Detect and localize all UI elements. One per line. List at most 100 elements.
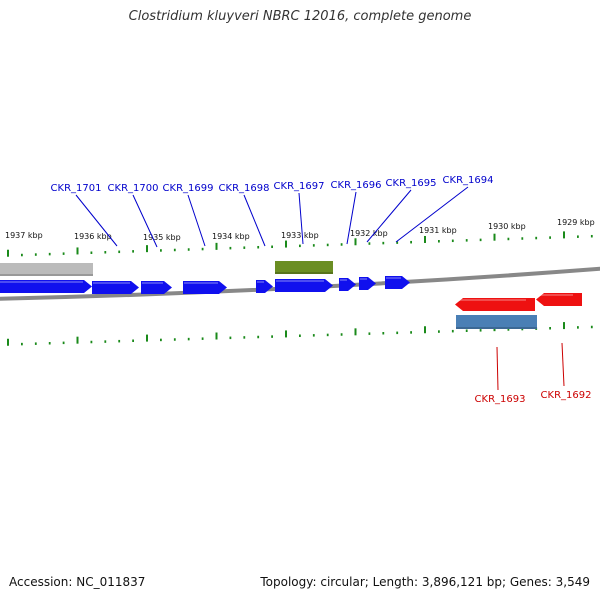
ruler-tick — [465, 239, 468, 242]
ruler-tick — [62, 252, 65, 255]
label-leader-lines — [75, 186, 565, 391]
ruler-tick — [187, 337, 190, 341]
ruler-tick — [368, 242, 371, 245]
ruler-tick — [438, 240, 440, 243]
ruler-tick — [479, 238, 482, 242]
ruler-tick — [521, 237, 524, 240]
ruler-tick — [118, 250, 121, 254]
forward-gene-arrow[interactable] — [141, 281, 172, 294]
ruler-tick — [21, 253, 23, 257]
ruler-tick — [118, 339, 121, 343]
forward-gene-arrow[interactable] — [339, 278, 356, 291]
gene-label[interactable]: CKR_1696 — [331, 180, 382, 191]
ruler-tick — [396, 241, 399, 244]
forward-gene-arrow[interactable] — [359, 277, 376, 290]
ruler-tick — [312, 334, 315, 337]
ruler-tick — [340, 243, 343, 246]
gene-label[interactable]: CKR_1694 — [443, 175, 494, 186]
ruler-tick — [257, 245, 260, 249]
ruler-tick — [215, 242, 218, 250]
ruler-tick — [34, 253, 37, 256]
gene-label[interactable]: CKR_1698 — [219, 183, 270, 194]
ruler-label: 1931 kbp — [419, 226, 457, 235]
forward-gene-arrow[interactable] — [183, 281, 227, 294]
label-leader — [298, 192, 304, 245]
ruler-tick — [132, 250, 134, 253]
ruler-ticks-forward — [7, 231, 593, 257]
ruler-tick — [424, 235, 426, 243]
ruler-tick — [521, 327, 524, 331]
ruler-tick — [438, 330, 440, 333]
ruler-tick — [479, 329, 482, 332]
ruler-tick — [465, 329, 468, 332]
ruler-tick — [577, 235, 579, 238]
ruler-tick — [563, 322, 565, 330]
ruler-tick — [243, 336, 246, 339]
ruler-tick — [160, 338, 162, 342]
forward-gene-arrow[interactable] — [256, 280, 273, 293]
ruler-tick — [132, 339, 134, 343]
gene-label[interactable]: CKR_1699 — [163, 183, 214, 194]
ruler-tick — [368, 332, 371, 335]
ruler-tick — [451, 239, 454, 243]
forward-gene-arrow[interactable] — [0, 280, 92, 293]
gene-label[interactable]: CKR_1692 — [541, 390, 592, 401]
ruler-tick — [173, 248, 176, 252]
gene-label[interactable]: CKR_1701 — [51, 183, 102, 194]
ruler-tick — [201, 247, 204, 251]
reverse-gene-arrow[interactable] — [536, 293, 582, 306]
feature-track — [0, 261, 582, 329]
gene-feature-box[interactable] — [0, 263, 93, 276]
forward-gene-arrow[interactable] — [92, 281, 139, 294]
ruler-tick — [271, 245, 273, 249]
ruler-tick — [285, 240, 287, 248]
ruler-tick — [507, 237, 510, 241]
label-leader — [395, 186, 469, 243]
ruler-tick — [34, 342, 37, 345]
forward-gene-arrow[interactable] — [385, 276, 410, 289]
gene-label[interactable]: CKR_1695 — [386, 178, 437, 189]
ruler-tick — [229, 246, 232, 250]
ruler-tick — [326, 333, 329, 337]
ruler-tick — [229, 336, 232, 340]
gene-label[interactable]: CKR_1700 — [108, 183, 159, 194]
accession-text: Accession: NC_011837 — [9, 575, 146, 589]
ruler-tick — [410, 240, 412, 244]
ruler-tick — [299, 334, 301, 338]
forward-gene-arrow[interactable] — [275, 279, 333, 292]
ruler-tick — [326, 243, 329, 247]
label-leader — [187, 194, 206, 247]
label-leader — [496, 346, 499, 391]
ruler-label: 1932 kbp — [350, 229, 388, 238]
label-leader — [561, 342, 565, 387]
ruler-tick — [549, 326, 551, 330]
ruler-tick — [146, 245, 148, 253]
ruler-tick — [160, 249, 162, 252]
ruler-tick — [577, 326, 579, 329]
ruler-tick — [590, 234, 593, 238]
ruler-tick — [146, 334, 148, 342]
ruler-labels: 1937 kbp 1936 kbp 1935 kbp 1934 kbp 1933 kbp… — [5, 218, 595, 242]
reverse-gene-arrow[interactable] — [455, 298, 535, 311]
ruler-tick — [410, 331, 412, 334]
ruler-tick — [62, 341, 65, 345]
ruler-tick — [21, 342, 23, 346]
ruler-tick — [215, 332, 218, 340]
gene-label[interactable]: CKR_1693 — [475, 394, 526, 405]
ruler-tick — [493, 233, 496, 241]
label-leader — [366, 189, 412, 243]
ruler-tick — [7, 338, 9, 346]
rna-feature-box[interactable] — [275, 261, 333, 274]
ruler-tick — [173, 338, 176, 341]
ruler-tick — [382, 332, 385, 335]
ruler-tick — [535, 236, 538, 240]
ruler-label: 1936 kbp — [74, 232, 112, 241]
reverse-feature-box[interactable] — [456, 315, 537, 329]
ruler-tick — [187, 248, 190, 251]
ruler-tick — [451, 329, 454, 333]
gene-label[interactable]: CKR_1697 — [274, 181, 325, 192]
ruler-tick — [76, 336, 79, 344]
ruler-label: 1929 kbp — [557, 218, 595, 227]
ruler-tick — [382, 241, 385, 245]
